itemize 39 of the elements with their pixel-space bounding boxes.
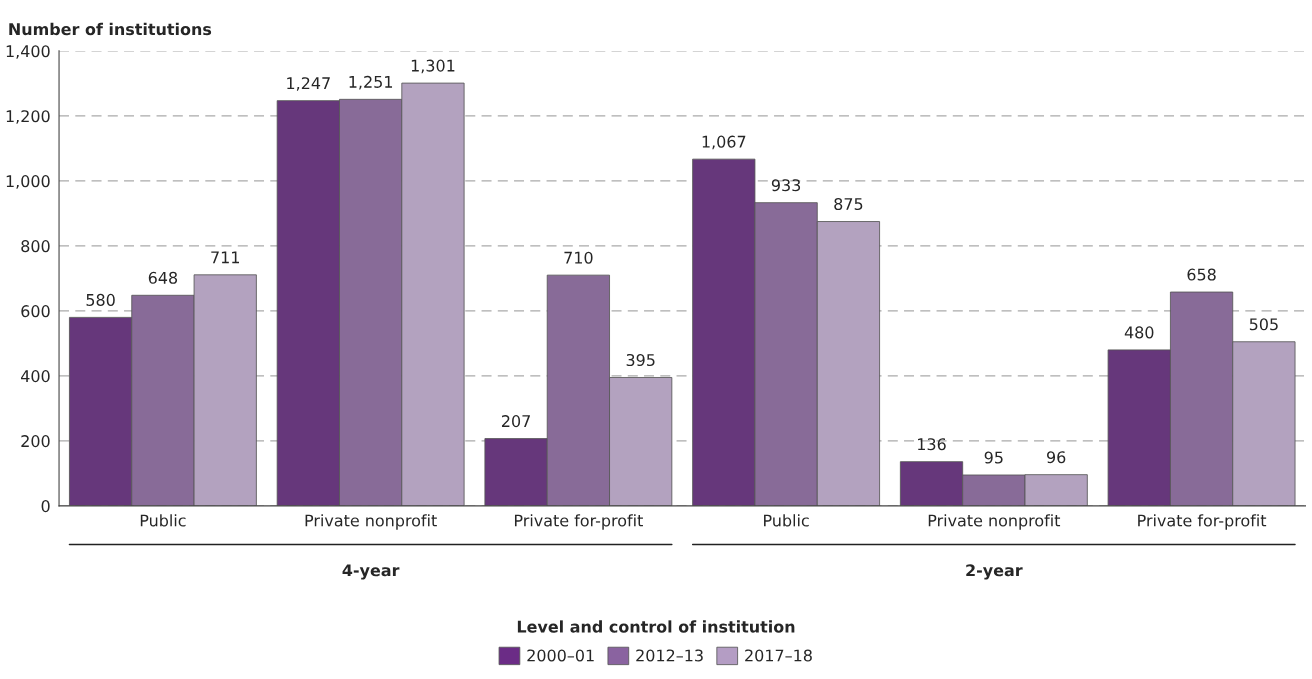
data-label: 1,251 — [349, 75, 393, 90]
legend-label: 2012–13 — [636, 649, 703, 662]
data-label: 658 — [1187, 268, 1216, 281]
data-label: 505 — [1249, 318, 1278, 331]
x-tick-label: Private for-profit — [1138, 514, 1267, 530]
data-label: 933 — [771, 179, 801, 192]
y-tick-label: 1,000 — [6, 175, 50, 189]
x-tick-label: Private nonprofit — [305, 514, 437, 530]
y-tick-label: 1,400 — [6, 45, 50, 59]
x-tick-label: Private nonprofit — [928, 514, 1061, 530]
data-label: 395 — [626, 353, 655, 367]
x-tick-label: Public — [140, 514, 186, 527]
data-label: 480 — [1124, 326, 1154, 339]
y-tick-label: 800 — [21, 240, 50, 253]
legend-label: 2000–01 — [527, 649, 594, 662]
x-tick-label: Private for-profit — [514, 514, 643, 530]
y-tick-label: 600 — [21, 305, 50, 318]
data-label: 207 — [501, 415, 530, 428]
data-label: 710 — [564, 251, 593, 264]
y-tick-label: 0 — [41, 500, 50, 513]
data-label: 648 — [148, 271, 178, 284]
legend-label: 2017–18 — [745, 649, 812, 662]
data-label: 1,067 — [702, 135, 746, 150]
y-tick-label: 200 — [21, 435, 50, 448]
data-label: 580 — [86, 293, 115, 306]
data-label: 875 — [834, 198, 863, 211]
data-label: 1,301 — [411, 59, 455, 74]
data-label: 95 — [984, 451, 1003, 464]
text: 4-year — [342, 564, 400, 580]
data-label: 136 — [918, 438, 946, 451]
data-label: 711 — [211, 251, 239, 264]
y-axis-title: Number of institutions — [9, 22, 212, 36]
y-tick-label: 1,200 — [6, 110, 50, 124]
x-tick-label: Public — [764, 514, 809, 527]
data-label: 96 — [1047, 451, 1066, 464]
text: Level and control of institution — [517, 620, 795, 633]
data-label: 1,247 — [287, 77, 330, 91]
text: 2-year — [966, 564, 1023, 580]
y-tick-label: 400 — [21, 370, 50, 383]
